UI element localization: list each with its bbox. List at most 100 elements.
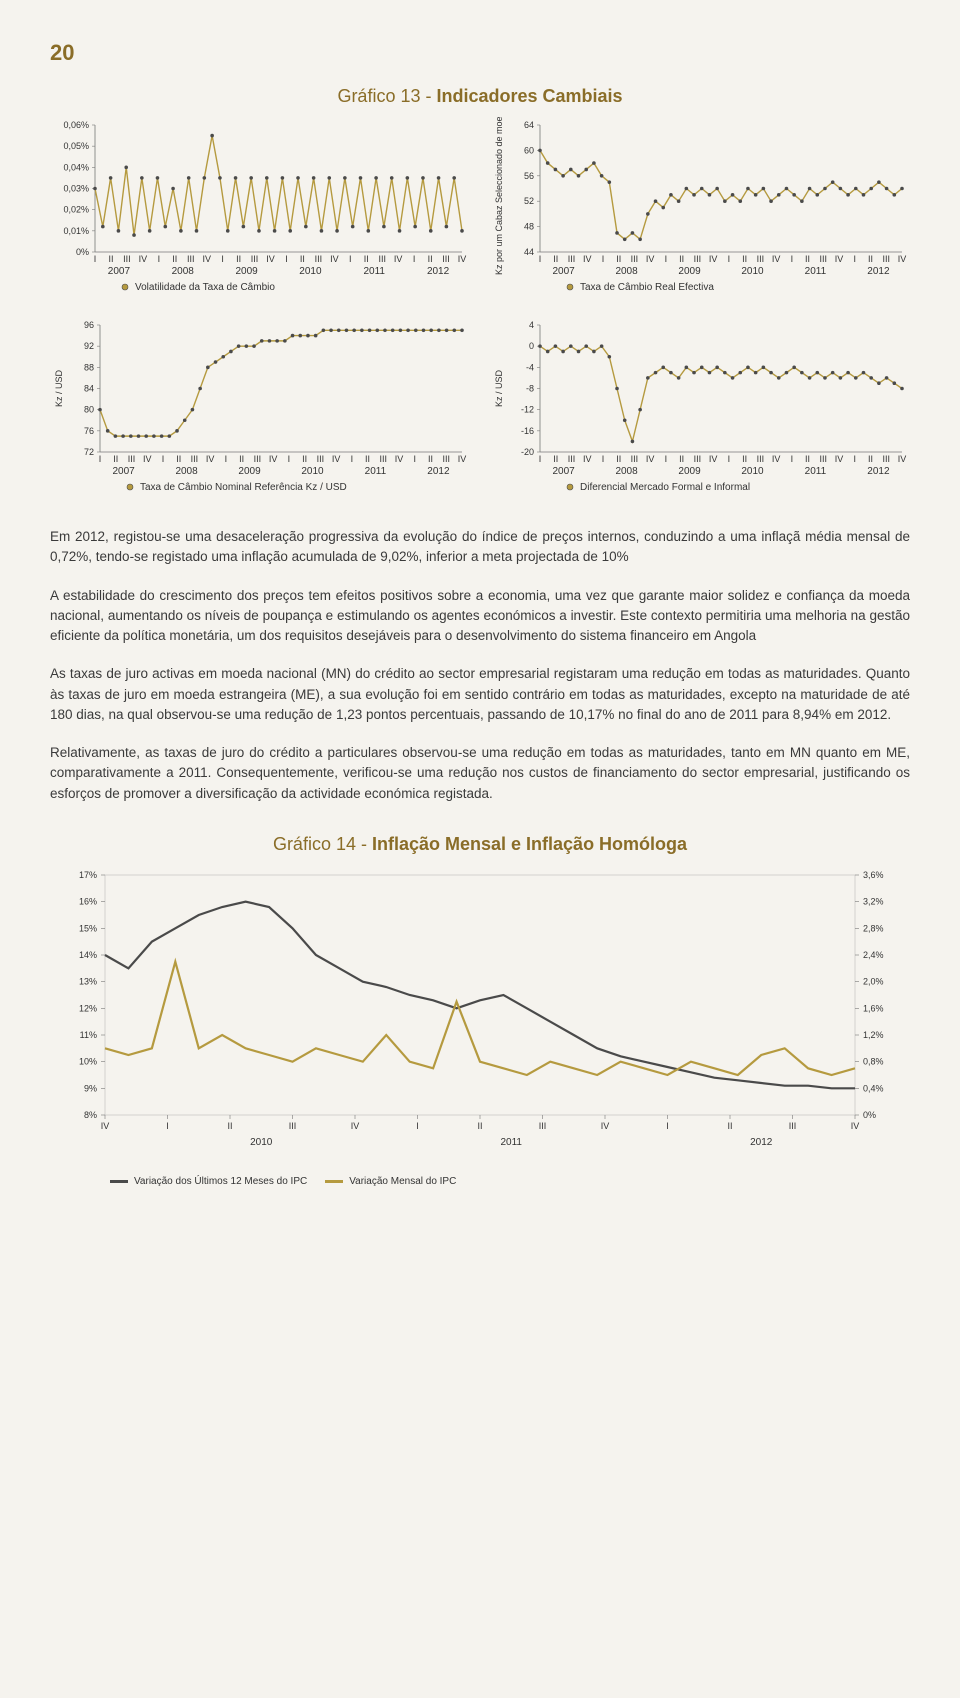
- svg-text:I: I: [288, 454, 291, 464]
- svg-text:IV: IV: [395, 454, 404, 464]
- svg-text:II: II: [108, 254, 113, 264]
- svg-text:II: II: [679, 254, 684, 264]
- svg-text:I: I: [728, 254, 731, 264]
- svg-text:I: I: [602, 254, 605, 264]
- svg-text:15%: 15%: [79, 923, 97, 933]
- svg-text:III: III: [289, 1121, 297, 1131]
- panel-cambio-real: 444852566064IIIIIIIVIIIIIIIVIIIIIIIVIIII…: [490, 117, 910, 297]
- svg-text:-4: -4: [526, 362, 534, 372]
- svg-text:IV: IV: [898, 454, 907, 464]
- svg-text:2009: 2009: [678, 266, 701, 277]
- svg-text:III: III: [123, 254, 131, 264]
- svg-text:2012: 2012: [427, 466, 450, 477]
- svg-text:II: II: [553, 454, 558, 464]
- svg-text:III: III: [757, 454, 765, 464]
- svg-text:3,2%: 3,2%: [863, 896, 884, 906]
- svg-text:IV: IV: [772, 254, 781, 264]
- svg-text:4: 4: [529, 320, 534, 330]
- svg-text:IV: IV: [772, 454, 781, 464]
- svg-text:2,0%: 2,0%: [863, 976, 884, 986]
- svg-text:0,8%: 0,8%: [863, 1056, 884, 1066]
- svg-text:IV: IV: [139, 254, 148, 264]
- svg-text:III: III: [380, 454, 388, 464]
- svg-text:12%: 12%: [79, 1003, 97, 1013]
- legend-mensal: Variação Mensal do IPC: [325, 1176, 456, 1187]
- svg-text:44: 44: [524, 247, 534, 257]
- svg-text:Kz / USD: Kz / USD: [494, 370, 504, 408]
- svg-text:IV: IV: [709, 454, 718, 464]
- svg-text:0,01%: 0,01%: [63, 226, 89, 236]
- svg-text:2012: 2012: [867, 266, 890, 277]
- svg-text:I: I: [602, 454, 605, 464]
- svg-text:2010: 2010: [301, 466, 324, 477]
- svg-text:2009: 2009: [235, 266, 258, 277]
- svg-text:I: I: [665, 254, 668, 264]
- legend-swatch-12m: [110, 1180, 128, 1183]
- svg-text:IV: IV: [851, 1121, 860, 1131]
- svg-text:I: I: [665, 454, 668, 464]
- svg-text:III: III: [820, 254, 828, 264]
- svg-text:II: II: [239, 454, 244, 464]
- svg-text:2011: 2011: [805, 466, 827, 477]
- svg-text:I: I: [351, 454, 354, 464]
- svg-text:I: I: [99, 454, 102, 464]
- svg-text:IV: IV: [330, 254, 339, 264]
- svg-text:2010: 2010: [741, 266, 764, 277]
- svg-text:III: III: [631, 454, 639, 464]
- svg-text:I: I: [166, 1121, 169, 1131]
- paragraph-4: Relativamente, as taxas de juro do crédi…: [50, 743, 910, 804]
- page-number: 20: [50, 40, 910, 66]
- panel-diferencial: -20-16-12-8-404IIIIIIIVIIIIIIIVIIIIIIIVI…: [490, 317, 910, 497]
- svg-text:IV: IV: [266, 254, 275, 264]
- svg-text:84: 84: [84, 384, 94, 394]
- svg-text:2007: 2007: [112, 466, 135, 477]
- svg-text:IV: IV: [835, 454, 844, 464]
- svg-text:IV: IV: [458, 254, 467, 264]
- svg-text:I: I: [349, 254, 352, 264]
- svg-text:2010: 2010: [250, 1137, 273, 1148]
- grafico14-container: Gráfico 14 - Inflação Mensal e Inflação …: [50, 834, 910, 1187]
- svg-text:2008: 2008: [175, 466, 198, 477]
- svg-text:III: III: [694, 454, 702, 464]
- svg-text:II: II: [176, 454, 181, 464]
- svg-text:III: III: [820, 454, 828, 464]
- svg-text:I: I: [413, 254, 416, 264]
- svg-text:I: I: [225, 454, 228, 464]
- svg-text:0%: 0%: [863, 1110, 876, 1120]
- svg-text:IV: IV: [351, 1121, 360, 1131]
- legend-swatch-mensal: [325, 1180, 343, 1183]
- svg-text:10%: 10%: [79, 1056, 97, 1066]
- svg-text:II: II: [727, 1121, 732, 1131]
- paragraph-2: A estabilidade do crescimento dos preços…: [50, 586, 910, 647]
- svg-text:0,4%: 0,4%: [863, 1083, 884, 1093]
- svg-text:64: 64: [524, 120, 534, 130]
- svg-text:I: I: [791, 254, 794, 264]
- svg-text:88: 88: [84, 362, 94, 372]
- svg-text:III: III: [883, 254, 891, 264]
- svg-text:IV: IV: [646, 454, 655, 464]
- svg-text:14%: 14%: [79, 950, 97, 960]
- svg-text:II: II: [236, 254, 241, 264]
- svg-text:II: II: [679, 454, 684, 464]
- svg-text:Kz / USD: Kz / USD: [54, 370, 64, 408]
- svg-text:16%: 16%: [79, 896, 97, 906]
- svg-text:IV: IV: [101, 1121, 110, 1131]
- svg-text:IV: IV: [202, 254, 211, 264]
- svg-text:II: II: [553, 254, 558, 264]
- svg-text:72: 72: [84, 447, 94, 457]
- svg-text:II: II: [742, 454, 747, 464]
- svg-text:56: 56: [524, 171, 534, 181]
- svg-text:III: III: [883, 454, 891, 464]
- svg-text:III: III: [789, 1121, 797, 1131]
- svg-text:0,06%: 0,06%: [63, 120, 89, 130]
- svg-text:IV: IV: [646, 254, 655, 264]
- legend-label-mensal: Variação Mensal do IPC: [349, 1176, 456, 1187]
- svg-text:2011: 2011: [363, 266, 385, 277]
- svg-text:III: III: [191, 454, 199, 464]
- svg-text:Volatilidade da Taxa de Câmbio: Volatilidade da Taxa de Câmbio: [135, 282, 275, 293]
- svg-text:2010: 2010: [741, 466, 764, 477]
- svg-text:2007: 2007: [552, 466, 575, 477]
- svg-text:IV: IV: [458, 454, 467, 464]
- svg-text:0%: 0%: [76, 247, 89, 257]
- svg-text:I: I: [539, 454, 542, 464]
